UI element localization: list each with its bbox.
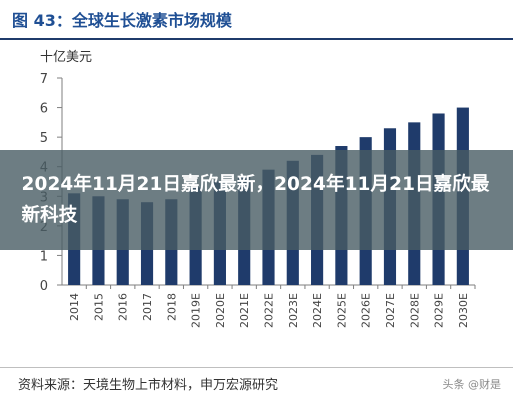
y-tick-label: 1 [40, 249, 48, 264]
x-tick-label: 2016 [117, 293, 130, 321]
source-footer: 资料来源：天境生物上市材料，申万宏源研究 头条 @财是 [0, 367, 513, 400]
figure-title: 图 43：全球生长激素市场规模 [12, 11, 232, 30]
y-tick-label: 6 [40, 102, 48, 117]
x-tick-label: 2029E [433, 293, 446, 328]
y-axis-unit-label: 十亿美元 [40, 50, 93, 65]
source-text: 资料来源：天境生物上市材料，申万宏源研究 [18, 378, 279, 393]
x-tick-label: 2026E [360, 293, 373, 328]
x-tick-label: 2023E [287, 293, 300, 328]
x-tick-label: 2018 [165, 293, 178, 321]
x-tick-label: 2027E [384, 293, 397, 328]
watermark-text: 头条 @财是 [442, 378, 502, 391]
x-tick-label: 2030E [457, 293, 470, 328]
x-tick-label: 2017 [141, 293, 154, 321]
y-tick-label: 0 [40, 279, 48, 294]
x-tick-label: 2024E [311, 293, 324, 328]
x-tick-label: 2014 [68, 293, 81, 321]
x-tick-label: 2028E [408, 293, 421, 328]
headline-overlay: 2024年11月21日嘉欣最新，2024年11月21日嘉欣最新科技 [0, 150, 513, 250]
x-tick-label: 2015 [92, 293, 105, 321]
y-tick-label: 5 [40, 131, 48, 146]
y-tick-label: 7 [40, 72, 48, 87]
headline-text: 2024年11月21日嘉欣最新，2024年11月21日嘉欣最新科技 [21, 174, 490, 226]
x-tick-label: 2019E [190, 293, 203, 328]
x-tick-label: 2020E [214, 293, 227, 328]
figure-title-bar: 图 43：全球生长激素市场规模 [0, 0, 513, 40]
x-tick-label: 2025E [335, 293, 348, 328]
x-tick-label: 2022E [263, 293, 276, 328]
x-tick-label: 2021E [238, 293, 251, 328]
